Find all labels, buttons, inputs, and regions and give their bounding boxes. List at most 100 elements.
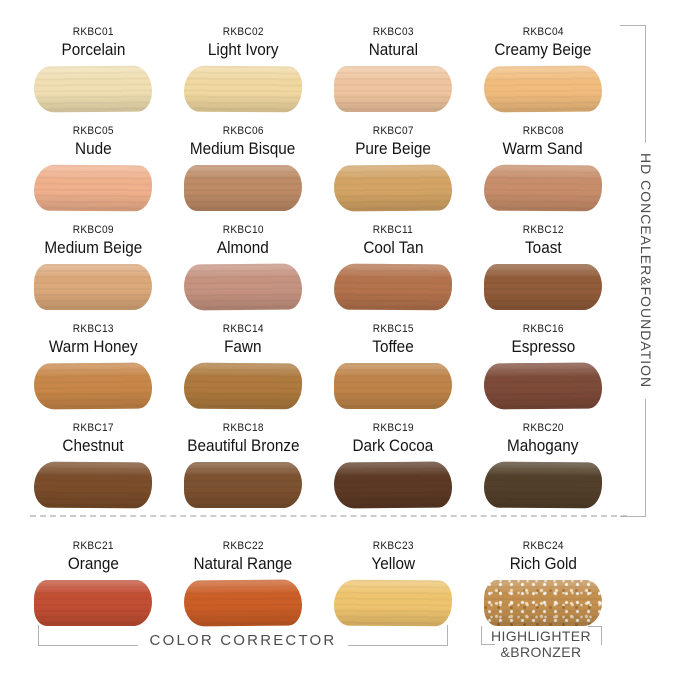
shade-cell: RKBC13 Warm Honey [18, 311, 168, 410]
shade-swatch [183, 65, 303, 113]
shade-code: RKBC08 [522, 125, 564, 137]
shade-name: Almond [217, 238, 269, 257]
shade-cell: RKBC12 Toast [468, 212, 618, 311]
foundation-swatch-grid: RKBC01 Porcelain RKBC02 Light Ivory RKBC… [18, 14, 618, 509]
highlighter-bronzer-label-line1: HIGHLIGHTER [490, 628, 592, 644]
shade-name: Toast [524, 238, 562, 257]
shade-cell: RKBC20 Mahogany [468, 410, 618, 509]
shade-code: RKBC17 [72, 422, 114, 434]
shade-cell: RKBC18 Beautiful Bronze [168, 410, 318, 509]
shade-code: RKBC20 [522, 422, 564, 434]
shade-cell: RKBC22 Natural Range [168, 528, 318, 627]
shade-swatch [333, 263, 453, 311]
shade-swatch [334, 66, 452, 112]
shade-code: RKBC06 [222, 125, 264, 137]
highlighter-bronzer-group-label: HIGHLIGHTER &BRONZER [466, 628, 616, 660]
shade-code: RKBC24 [522, 540, 564, 552]
shade-name: Chestnut [62, 436, 124, 455]
shade-cell: RKBC23 Yellow [318, 528, 468, 627]
shade-name: Rich Gold [509, 554, 577, 573]
highlighter-bronzer-bracket-right [588, 626, 602, 645]
shade-code: RKBC23 [372, 540, 414, 552]
group-divider-dashed-line [30, 515, 627, 517]
shade-name: Pure Beige [355, 139, 431, 158]
shade-cell: RKBC24 Rich Gold [468, 528, 618, 627]
shade-name: Yellow [371, 554, 415, 573]
shade-name: Toffee [372, 337, 414, 356]
shade-swatch [183, 362, 303, 410]
shade-swatch [333, 461, 453, 509]
concealer-foundation-group-label: HD CONCEALER&FOUNDATION [636, 143, 656, 399]
shade-swatch [33, 461, 153, 509]
shade-cell: RKBC04 Creamy Beige [468, 14, 618, 113]
shade-name: Fawn [224, 337, 262, 356]
shade-code: RKBC10 [222, 224, 264, 236]
shade-cell: RKBC01 Porcelain [18, 14, 168, 113]
shade-swatch [34, 580, 152, 626]
shade-swatch [183, 579, 303, 627]
shade-cell: RKBC08 Warm Sand [468, 113, 618, 212]
shade-code: RKBC03 [372, 26, 414, 38]
corrector-swatch-grid: RKBC21 Orange RKBC22 Natural Range RKBC2… [18, 528, 618, 627]
shade-name: Warm Sand [502, 139, 584, 158]
shade-name: Mahogany [507, 436, 579, 455]
shade-code: RKBC07 [372, 125, 414, 137]
shade-cell: RKBC21 Orange [18, 528, 168, 627]
shade-cell: RKBC10 Almond [168, 212, 318, 311]
shade-swatch [333, 164, 453, 212]
shade-name: Medium Beige [44, 238, 142, 257]
shade-swatch [183, 263, 303, 311]
shade-swatch [484, 264, 602, 310]
shade-code: RKBC11 [372, 224, 414, 236]
shade-cell: RKBC03 Natural [318, 14, 468, 113]
color-corrector-group-label: COLOR CORRECTOR [137, 632, 349, 649]
shade-code: RKBC18 [222, 422, 264, 434]
shade-name: Porcelain [61, 40, 125, 59]
shade-swatch [184, 165, 302, 211]
shade-swatch [184, 462, 302, 508]
shade-swatch [483, 65, 603, 113]
shade-name: Dark Cocoa [352, 436, 434, 455]
shade-name: Medium Bisque [190, 139, 296, 158]
shade-code: RKBC15 [372, 323, 414, 335]
shade-name: Orange [67, 554, 119, 573]
shade-code: RKBC01 [72, 26, 114, 38]
shade-code: RKBC02 [222, 26, 264, 38]
shade-swatch [334, 363, 452, 409]
shade-code: RKBC16 [522, 323, 564, 335]
shade-name: Natural [368, 40, 418, 59]
shade-swatch [33, 65, 153, 113]
shade-cell: RKBC07 Pure Beige [318, 113, 468, 212]
shade-name: Nude [74, 139, 112, 158]
shade-swatch [34, 264, 152, 310]
shade-code: RKBC13 [72, 323, 114, 335]
highlighter-bronzer-bracket-left [481, 626, 495, 645]
shade-swatch [33, 362, 153, 410]
shade-swatch [333, 579, 453, 627]
shade-cell: RKBC15 Toffee [318, 311, 468, 410]
shade-swatch [483, 461, 603, 509]
shade-swatch [483, 362, 603, 410]
shade-cell: RKBC14 Fawn [168, 311, 318, 410]
shade-cell: RKBC02 Light Ivory [168, 14, 318, 113]
shade-code: RKBC12 [522, 224, 564, 236]
shade-code: RKBC21 [72, 540, 114, 552]
shade-code: RKBC09 [72, 224, 114, 236]
shade-cell: RKBC19 Dark Cocoa [318, 410, 468, 509]
highlighter-bronzer-label-line2: &BRONZER [500, 643, 582, 660]
shade-code: RKBC22 [222, 540, 264, 552]
shade-name: Beautiful Bronze [186, 436, 300, 455]
shade-name: Creamy Beige [494, 40, 592, 59]
shade-cell: RKBC11 Cool Tan [318, 212, 468, 311]
shade-code: RKBC04 [522, 26, 564, 38]
shade-swatch [484, 580, 602, 626]
shade-name: Light Ivory [207, 40, 279, 59]
shade-name: Espresso [511, 337, 575, 356]
shade-cell: RKBC09 Medium Beige [18, 212, 168, 311]
shade-name: Natural Range [193, 554, 293, 573]
shade-swatch [483, 164, 603, 212]
shade-code: RKBC05 [72, 125, 114, 137]
concealer-foundation-label-wrap: HD CONCEALER&FOUNDATION [634, 25, 658, 517]
shade-cell: RKBC17 Chestnut [18, 410, 168, 509]
